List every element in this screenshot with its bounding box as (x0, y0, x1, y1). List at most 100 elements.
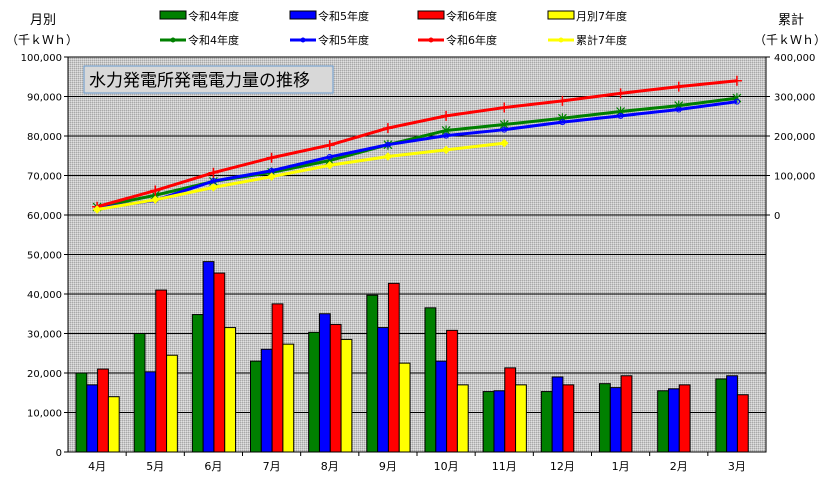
bar-令和6年度-5月 (155, 289, 168, 453)
bar-令和6年度-2月 (678, 384, 691, 453)
left-tick-label: 100,000 (21, 53, 62, 64)
bar-令和6年度-4月 (97, 368, 109, 453)
bar-令和5年度-4月 (86, 384, 99, 453)
bar-令和5年度-9月 (377, 327, 389, 453)
bar-令和6年度-11月 (504, 367, 517, 453)
title-box (83, 65, 334, 94)
legend-label: 令和4年度 (188, 9, 239, 23)
bar-令和4年度-8月 (308, 331, 320, 453)
left-axis-label: 月別 (30, 13, 56, 28)
bar-月別7年度-9月 (398, 362, 411, 453)
bar-令和5年度-8月 (318, 313, 331, 453)
point-令和6年度-5月 (150, 185, 161, 196)
bar-令和5年度-7月 (260, 348, 273, 453)
bar-令和5年度-6月 (202, 261, 215, 453)
bar-令和6年度-8月 (329, 323, 342, 453)
bar-月別7年度-4月 (107, 396, 120, 453)
point-令和5年度-1月 (617, 112, 624, 119)
bar-令和5年度-2月 (667, 388, 680, 453)
point-令和6年度-9月 (382, 123, 393, 134)
left-tick-label: 50,000 (27, 251, 62, 262)
point-累計7年度-11月 (500, 138, 509, 148)
point-令和4年度-10月 (441, 125, 451, 136)
point-令和6年度-8月 (324, 140, 335, 151)
bar-令和4年度-6月 (191, 314, 204, 453)
bar-月別7年度-10月 (456, 384, 469, 453)
legend-swatch-bar (417, 10, 445, 20)
legend-swatch-bar (159, 10, 187, 20)
point-令和4年度-11月 (499, 119, 509, 130)
bar-令和4年度-11月 (482, 391, 495, 453)
point-令和6年度-12月 (557, 95, 568, 106)
bar-令和6年度-7月 (271, 303, 284, 453)
right-tick-label: 0 (774, 211, 780, 222)
bar-月別7年度-7月 (282, 343, 295, 453)
right-axis-unit: （千ｋＷｈ） (754, 33, 826, 47)
point-累計7年度-9月 (383, 152, 393, 161)
legend-label: 月別7年度 (576, 9, 627, 23)
bar-令和4年度-7月 (250, 360, 262, 453)
right-tick-label: 300,000 (774, 93, 815, 104)
line-令和6年度 (96, 79, 738, 209)
point-令和5年度-12月 (559, 119, 566, 126)
left-tick-label: 30,000 (27, 330, 62, 341)
bar-令和4年度-5月 (133, 333, 146, 453)
bar-令和6年度-3月 (736, 394, 749, 453)
point-令和5年度-11月 (501, 126, 508, 133)
x-tick-label: 2月 (670, 460, 688, 473)
bar-令和4年度-3月 (715, 378, 728, 453)
x-tick-label: 9月 (379, 460, 397, 473)
point-令和5年度-3月 (733, 98, 740, 105)
bar-令和5年度-11月 (493, 390, 506, 453)
x-tick-label: 1月 (612, 460, 630, 473)
bar-令和5年度-12月 (551, 376, 564, 453)
x-tick-label: 3月 (728, 460, 746, 473)
legend-marker (300, 37, 306, 43)
x-tick-label: 8月 (321, 460, 339, 473)
line-令和5年度 (96, 100, 738, 210)
point-令和6年度-1月 (615, 88, 626, 99)
point-累計7年度-4月 (92, 205, 102, 214)
x-tick-label: 6月 (204, 460, 222, 473)
line-累計7年度 (96, 141, 505, 211)
legend-label: 累計7年度 (576, 33, 627, 47)
x-tick-label: 11月 (492, 460, 517, 473)
left-tick-label: 70,000 (27, 172, 62, 183)
bar-令和4年度-12月 (540, 391, 553, 453)
bar-令和5年度-5月 (144, 371, 157, 453)
bar-令和4年度-9月 (366, 294, 379, 453)
bar-月別7年度-11月 (515, 384, 527, 453)
right-axis-label: 累計 (778, 12, 804, 28)
bar-令和5年度-1月 (609, 387, 622, 453)
point-令和5年度-8月 (326, 153, 333, 160)
chart-title: 水力発電所発電電力量の推移 (89, 71, 310, 91)
legend-marker (428, 37, 434, 43)
x-tick-label: 12月 (550, 460, 575, 473)
bar-令和4年度-2月 (657, 390, 669, 453)
legend-label: 令和6年度 (446, 33, 497, 47)
x-tick-label: 4月 (88, 460, 106, 473)
point-令和6年度-10月 (441, 110, 452, 121)
legend-label: 令和6年度 (446, 9, 497, 23)
bar-令和5年度-3月 (726, 375, 738, 453)
bar-令和4年度-10月 (424, 307, 437, 453)
legend-label: 令和5年度 (318, 33, 369, 47)
bar-令和6年度-6月 (213, 272, 226, 453)
left-tick-label: 0 (56, 448, 62, 459)
left-tick-label: 10,000 (27, 409, 62, 420)
point-累計7年度-10月 (441, 145, 451, 155)
bar-令和6年度-1月 (620, 375, 633, 453)
point-令和6年度-6月 (208, 167, 219, 178)
bar-令和6年度-9月 (387, 282, 400, 453)
point-累計7年度-6月 (209, 183, 218, 192)
bar-令和4年度-4月 (75, 372, 88, 453)
x-tick-label: 5月 (146, 460, 164, 473)
left-tick-label: 20,000 (27, 369, 62, 380)
point-令和6年度-11月 (499, 102, 510, 113)
point-令和5年度-2月 (675, 106, 682, 113)
point-令和6年度-7月 (266, 152, 277, 163)
point-累計7年度-5月 (151, 195, 160, 205)
x-tick-label: 10月 (434, 460, 459, 473)
